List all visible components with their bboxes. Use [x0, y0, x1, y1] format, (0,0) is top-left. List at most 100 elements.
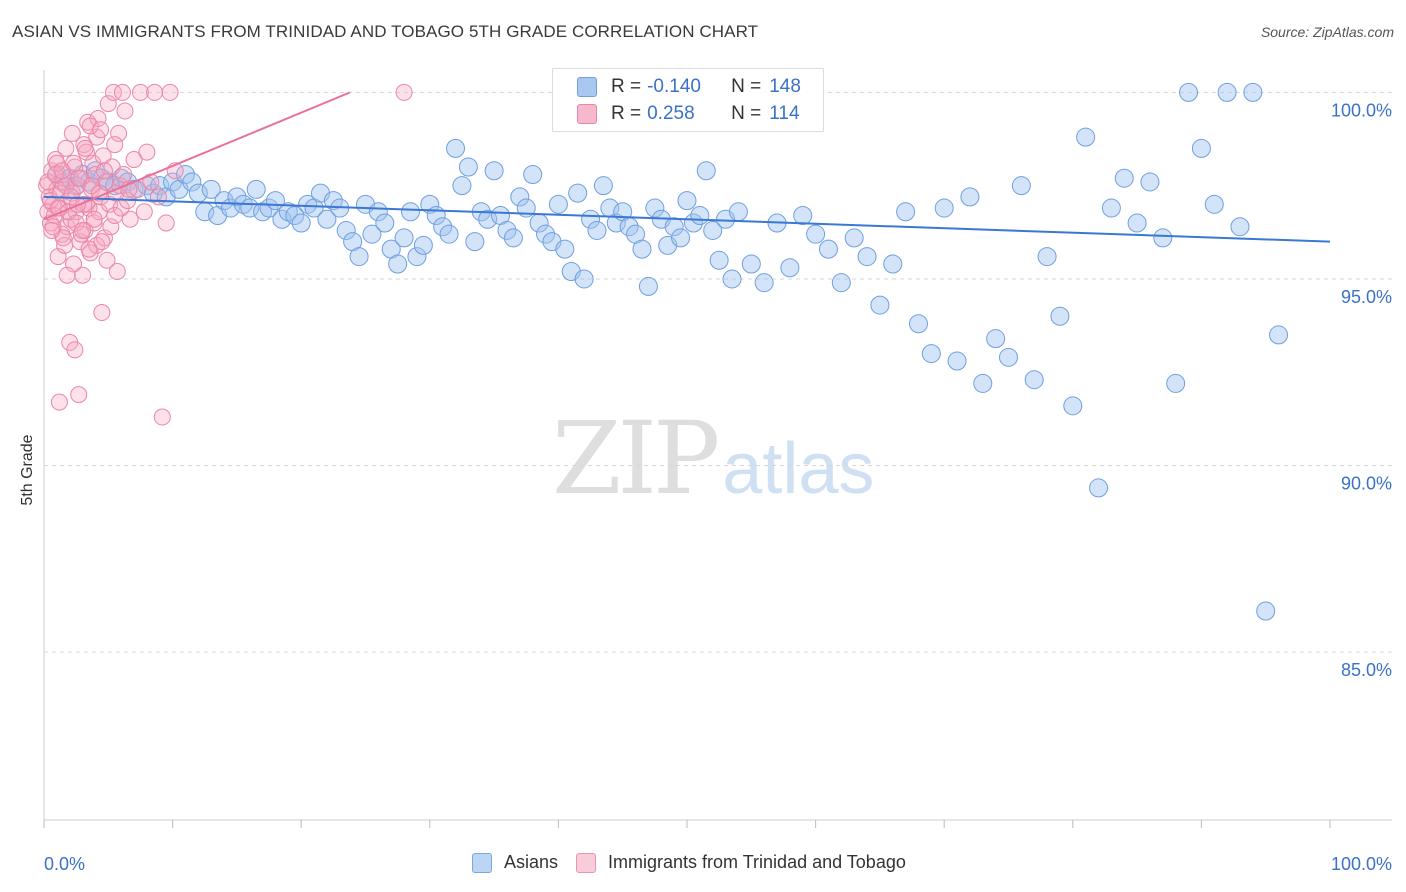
asian-point [638, 276, 658, 296]
asian-point [703, 220, 723, 240]
asian-point [844, 228, 864, 248]
series-legend-asians[interactable]: Asians [472, 852, 558, 873]
asian-point [246, 179, 266, 199]
asian-point [413, 235, 433, 255]
trinidad-point [98, 251, 116, 269]
asian-point [536, 224, 556, 244]
x-tick-label: 100.0% [1331, 854, 1392, 874]
asian-point [568, 183, 588, 203]
asian-point [728, 202, 748, 222]
series-swatch-asians [472, 852, 492, 873]
asian-point [323, 191, 343, 211]
asian-point [754, 273, 774, 293]
asian-point [1191, 138, 1211, 158]
asian-point [1076, 127, 1096, 147]
asian-point [671, 228, 691, 248]
asian-point [394, 228, 414, 248]
legend-n-value-asians: 148 [769, 76, 801, 97]
trinidad-point [146, 83, 164, 101]
asian-point [973, 373, 993, 393]
asian-point [336, 220, 356, 240]
asian-point [1217, 82, 1237, 102]
series-legend: Asians Immigrants from Trinidad and Toba… [472, 852, 924, 873]
asian-point [722, 269, 742, 289]
asian-point [934, 198, 954, 218]
legend-n-label: N = [731, 76, 762, 97]
asian-point [677, 191, 697, 211]
legend-n-value-trinidad: 114 [769, 103, 800, 124]
y-tick-label: 95.0% [1341, 287, 1392, 307]
trinidad-point [125, 151, 143, 169]
asian-point [632, 239, 652, 259]
asian-point [1011, 176, 1031, 196]
asian-point [831, 273, 851, 293]
trinidad-point [113, 83, 131, 101]
asian-point [1179, 82, 1199, 102]
trinidad-point [74, 266, 92, 284]
trinidad-point [106, 136, 124, 154]
asian-point [709, 250, 729, 270]
asian-point [452, 176, 472, 196]
legend-n-label: N = [731, 103, 762, 124]
trinidad-point [70, 386, 88, 404]
trinidad-point [76, 139, 94, 157]
asian-point [253, 202, 273, 222]
asian-point [1243, 82, 1263, 102]
trinidad-point [93, 304, 111, 322]
asian-point [523, 164, 543, 184]
asian-point [908, 314, 928, 334]
legend-r-value-asians: -0.140 [647, 76, 701, 97]
asian-point [1089, 478, 1109, 498]
trinidad-point [121, 210, 139, 228]
correlation-legend: R = -0.140 N = 148 R = 0.258 N = 114 [552, 68, 824, 132]
asian-point [214, 191, 234, 211]
asian-point [548, 194, 568, 214]
asian-point [201, 179, 221, 199]
trinidad-point [93, 233, 111, 251]
trinidad-point [153, 408, 171, 426]
asian-point [227, 187, 247, 207]
asian-point [690, 206, 710, 226]
asian-point [1063, 396, 1083, 416]
asian-point [606, 213, 626, 233]
trinidad-point [138, 143, 156, 161]
asian-point [664, 217, 684, 237]
asian-point [1037, 247, 1057, 267]
asian-point [175, 164, 195, 184]
asian-point [1166, 373, 1186, 393]
asian-point [362, 224, 382, 244]
asian-point [555, 239, 575, 259]
asian-point [278, 202, 298, 222]
asian-point [478, 209, 498, 229]
asian-point [896, 202, 916, 222]
asian-point [870, 295, 890, 315]
asian-point [317, 209, 337, 229]
trinidad-point [95, 162, 113, 180]
y-tick-label: 100.0% [1331, 100, 1392, 120]
asian-point [741, 254, 761, 274]
chart-title: ASIAN VS IMMIGRANTS FROM TRINIDAD AND TO… [12, 22, 759, 41]
trinidad-point [395, 83, 413, 101]
asian-point [368, 202, 388, 222]
asian-point [388, 254, 408, 274]
series-legend-trinidad[interactable]: Immigrants from Trinidad and Tobago [576, 852, 906, 873]
asian-point [1204, 194, 1224, 214]
asian-point [1153, 228, 1173, 248]
trinidad-trend-line [43, 91, 351, 221]
legend-r-label: R = [611, 76, 642, 97]
asian-point [1269, 325, 1289, 345]
asian-point [458, 157, 478, 177]
asian-point [818, 239, 838, 259]
asian-point [375, 213, 395, 233]
asian-point [1256, 601, 1276, 621]
asian-point [593, 176, 613, 196]
asian-point [587, 220, 607, 240]
trinidad-point [99, 95, 117, 113]
asian-point [484, 161, 504, 181]
trinidad-point [94, 147, 112, 165]
y-tick-label: 90.0% [1341, 474, 1392, 494]
asian-point [503, 228, 523, 248]
asian-point [298, 194, 318, 214]
trinidad-point [161, 83, 179, 101]
